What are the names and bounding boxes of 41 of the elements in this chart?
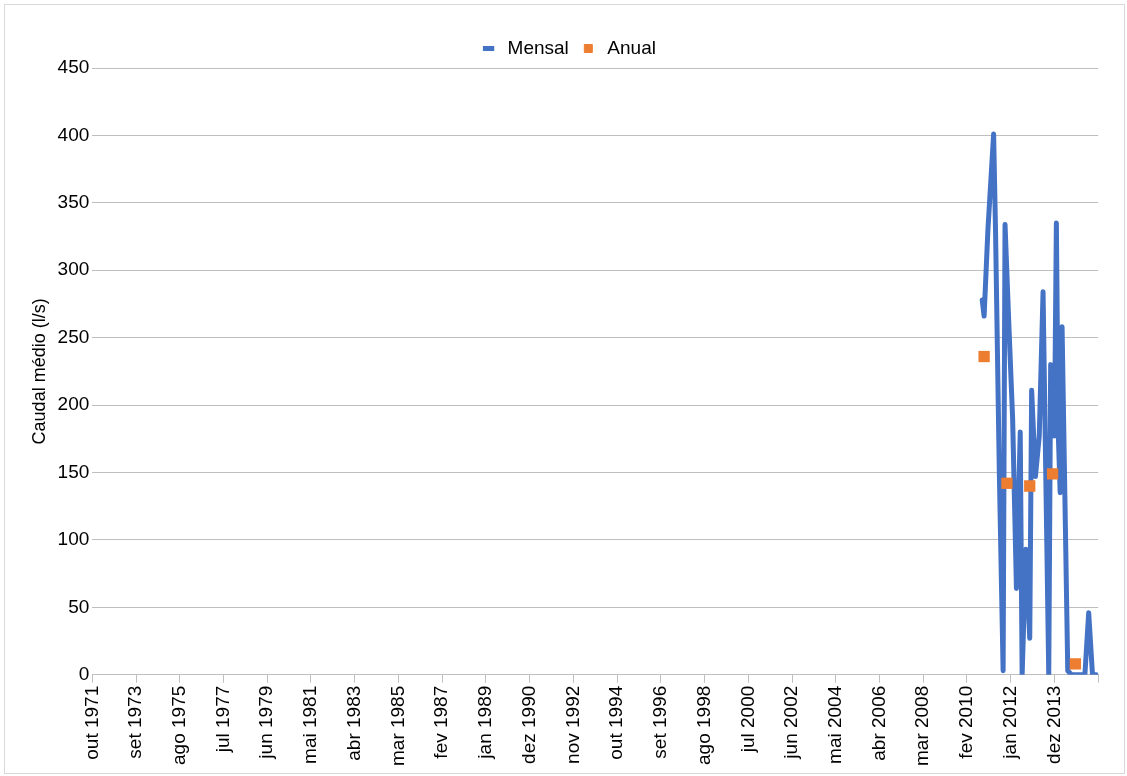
x-tick-label: out 1994 — [605, 685, 627, 760]
x-tick-label: mar 1985 — [386, 685, 408, 767]
y-tick-label: 250 — [57, 325, 90, 347]
point — [1046, 468, 1059, 480]
legend-label: Anual — [607, 36, 656, 58]
x-tick-label: jul 2000 — [736, 685, 758, 754]
x-tick-label: fev 1987 — [430, 685, 452, 759]
y-tick-label: 100 — [57, 528, 90, 550]
x-tick-label: jul 1977 — [211, 685, 233, 754]
y-tick-label: 200 — [57, 393, 90, 415]
x-tick-label: dez 1990 — [517, 685, 539, 764]
x-tick-label: ago 1975 — [168, 685, 189, 765]
y-tick-label: 300 — [57, 258, 90, 280]
x-tick-label: set 1973 — [124, 685, 146, 759]
x-tick-label: out 1971 — [80, 685, 102, 760]
x-tick-label: mar 2008 — [911, 685, 933, 767]
x-tick-label: fev 2010 — [955, 685, 977, 759]
x-tick-label: dez 2013 — [1042, 685, 1064, 764]
x-tick-label: jun 2002 — [780, 685, 802, 760]
x-tick-label: nov 1992 — [561, 685, 583, 764]
y-tick-label: 450 — [57, 56, 90, 78]
x-tick-label: mai 1981 — [299, 685, 321, 764]
point — [978, 350, 990, 363]
y-tick-label: 150 — [57, 460, 90, 482]
point — [1024, 480, 1036, 492]
x-tick-label: jan 1989 — [474, 685, 496, 760]
legend-label: Mensal — [507, 36, 569, 58]
point — [1069, 658, 1082, 670]
y-tick-label: 350 — [57, 191, 90, 213]
y-axis-title: Caudal médio (l/s) — [28, 298, 49, 445]
x-tick-label: ago 1998 — [692, 685, 714, 765]
y-tick-label: 0 — [78, 662, 90, 684]
y-tick-label: 50 — [68, 595, 90, 617]
x-tick-label: mai 2004 — [824, 685, 846, 764]
x-tick-label: abr 1983 — [342, 685, 364, 761]
y-tick-label: 400 — [57, 123, 90, 145]
x-tick-label: jan 2012 — [998, 685, 1020, 760]
x-tick-label: jun 1979 — [255, 685, 277, 760]
point — [1001, 477, 1013, 489]
x-tick-label: abr 2006 — [867, 685, 889, 761]
x-tick-label: set 1996 — [649, 685, 671, 759]
